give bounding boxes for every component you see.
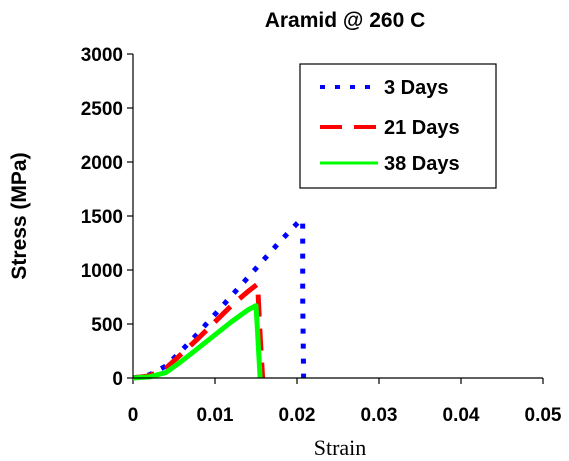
series-line-21-days: [132, 281, 266, 381]
x-tick-label: 0: [128, 405, 139, 426]
y-tick-label: 1500: [81, 207, 123, 228]
legend: 3 Days 21 Days 38 Days: [299, 63, 497, 189]
y-tick-label: 3000: [81, 45, 123, 66]
y-tick-label: 2500: [81, 99, 123, 120]
chart-title: Aramid @ 260 C: [265, 9, 426, 32]
y-tick-label: 500: [91, 315, 123, 336]
y-axis-label: Stress (MPa): [8, 152, 31, 279]
legend-label-38-days: 38 Days: [384, 153, 460, 175]
series-line-38-days: [132, 303, 263, 381]
x-tick-label: 0.01: [197, 405, 234, 426]
x-tick-label: 0.02: [279, 405, 316, 426]
x-axis-ticks: 0 0.01 0.02 0.03 0.04 0.05: [128, 378, 562, 426]
series-layer: [132, 216, 307, 381]
x-tick-label: 0.04: [443, 405, 480, 426]
y-tick-label: 1000: [81, 261, 123, 282]
y-axis-ticks: 0 500 1000 1500 2000 2500 3000: [81, 45, 133, 390]
y-tick-label: 2000: [81, 153, 123, 174]
legend-label-21-days: 21 Days: [384, 117, 460, 139]
series-line-3-days: [132, 216, 307, 381]
x-tick-label: 0.05: [525, 405, 562, 426]
x-axis-label: Strain: [314, 435, 367, 460]
y-tick-label: 0: [112, 369, 123, 390]
x-tick-label: 0.03: [361, 405, 398, 426]
legend-label-3-days: 3 Days: [384, 77, 449, 99]
